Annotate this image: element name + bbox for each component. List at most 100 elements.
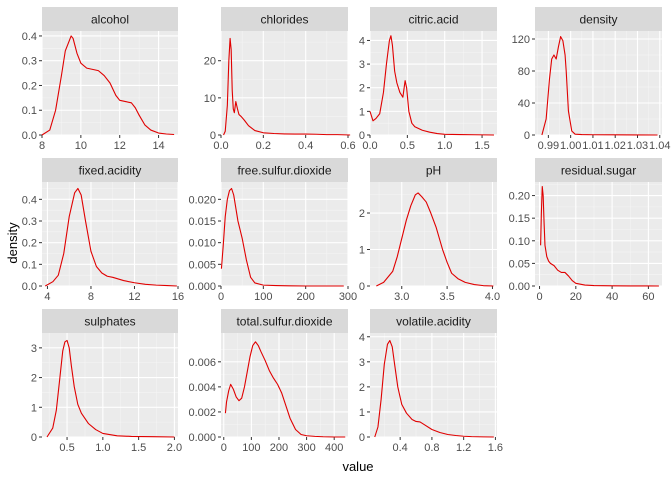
x-tick-label: 0.4 xyxy=(393,442,408,454)
x-tick-label: 4 xyxy=(44,291,50,303)
x-tick-label: 0 xyxy=(536,291,542,303)
panel-bg-citric-acid xyxy=(370,31,497,135)
x-tick-label: 400 xyxy=(325,442,343,454)
density-line-volatile-acidity xyxy=(374,339,494,438)
x-tick-label: 1.2 xyxy=(456,442,471,454)
x-tick-label: 16 xyxy=(172,291,184,303)
facet-alcohol: alcohol 8 10 12 14 0.0 0.1 0.2 0.3 0.4 xyxy=(22,7,178,152)
density-line-total-sulfur-dioxide xyxy=(224,341,346,438)
y-tick-label: 120 xyxy=(512,34,530,46)
y-tick-label: 3 xyxy=(31,343,37,355)
y-tick-label: 0.010 xyxy=(188,238,216,250)
y-tick-label: 0.000 xyxy=(188,281,216,293)
y-tick-label: 0.15 xyxy=(509,213,530,225)
strip-label-ph: pH xyxy=(426,164,441,178)
strip-alcohol xyxy=(42,7,178,31)
y-tick-label: 80 xyxy=(518,66,530,78)
y-tick-label: 0 xyxy=(359,432,365,444)
y-tick-label: 0 xyxy=(524,130,530,142)
y-tick-label: 1 xyxy=(359,106,365,118)
facet-volatile-acidity: volatile.acidity 0.4 0.8 1.2 1.6 0 1 2 3 4 xyxy=(359,309,503,454)
x-tick-label: 0.2 xyxy=(256,140,271,152)
x-tick-label: 1.01 xyxy=(582,140,603,152)
y-tick-label: 0.015 xyxy=(188,216,216,228)
panel-bg-total-sulfur-dioxide xyxy=(221,333,348,437)
strip-label-volatile-acidity: volatile.acidity xyxy=(396,315,471,329)
y-tick-label: 0.0 xyxy=(22,281,37,293)
x-tick-label: 12 xyxy=(128,291,140,303)
strip-fixed-acidity xyxy=(42,158,178,182)
y-tick-label: 0.3 xyxy=(22,216,37,228)
y-tick-label: 1 xyxy=(31,402,37,414)
y-tick-label: 0 xyxy=(31,432,37,444)
x-tick-label: 100 xyxy=(254,291,272,303)
x-tick-label: 0.6 xyxy=(340,140,355,152)
x-tick-label: 1.6 xyxy=(488,442,503,454)
y-tick-label: 1 xyxy=(359,245,365,257)
x-tick-label: 0 xyxy=(221,442,227,454)
y-tick-label: 0 xyxy=(359,130,365,142)
y-tick-label: 0.005 xyxy=(188,259,216,271)
x-tick-label: 8 xyxy=(88,291,94,303)
strip-sulphates xyxy=(42,309,178,333)
panel-bg-residual-sugar xyxy=(535,182,662,286)
panel-bg-sulphates xyxy=(42,333,178,437)
x-tick-label: 0.4 xyxy=(298,140,313,152)
strip-density xyxy=(535,7,662,31)
y-tick-label: 3 xyxy=(359,59,365,71)
panel-bg-volatile-acidity xyxy=(370,333,497,437)
strip-label-free-sulfur-dioxide: free.sulfur.dioxide xyxy=(237,164,331,178)
strip-volatile-acidity xyxy=(370,309,497,333)
x-tick-label: 0 xyxy=(218,291,224,303)
facet-residual-sugar: residual.sugar 0 20 40 60 0.00 0.05 0.10 0.15 0.2… xyxy=(509,158,662,303)
y-tick-label: 0.002 xyxy=(188,407,216,419)
x-tick-label: 0.99 xyxy=(538,140,559,152)
facet-fixed-acidity: fixed.acidity 4 8 12 16 0.0 0.1 0.2 0.3 0.4 xyxy=(22,158,184,303)
x-tick-label: 60 xyxy=(642,291,654,303)
x-tick-label: 3.0 xyxy=(394,291,409,303)
y-tick-label: 2 xyxy=(359,382,365,394)
y-tick-label: 0.00 xyxy=(509,281,530,293)
y-tick-label: 10 xyxy=(204,93,216,105)
panel-bg-density xyxy=(535,31,662,135)
x-tick-label: 200 xyxy=(296,291,314,303)
density-line-alcohol xyxy=(41,35,175,136)
y-tick-label: 40 xyxy=(518,98,530,110)
x-tick-label: 0.0 xyxy=(362,140,377,152)
strip-residual-sugar xyxy=(535,158,662,182)
y-tick-label: 0.2 xyxy=(22,238,37,250)
y-tick-label: 0.004 xyxy=(188,382,216,394)
strip-label-citric-acid: citric.acid xyxy=(408,13,458,27)
strip-total-sulfur-dioxide xyxy=(221,309,348,333)
y-tick-label: 0.05 xyxy=(509,258,530,270)
strip-chlorides xyxy=(221,7,348,31)
x-tick-label: 1.5 xyxy=(474,140,489,152)
y-tick-label: 0.0 xyxy=(22,130,37,142)
y-tick-label: 1 xyxy=(359,407,365,419)
strip-ph xyxy=(370,158,497,182)
density-line-free-sulfur-dioxide xyxy=(220,187,344,287)
x-tick-label: 0.5 xyxy=(59,442,74,454)
x-tick-label: 1.02 xyxy=(604,140,625,152)
facet-free-sulfur-dioxide: free.sulfur.dioxide 0 100 200 300 0.000 0.005 0… xyxy=(188,158,357,303)
y-tick-label: 3 xyxy=(359,357,365,369)
facet-chlorides: chlorides 0.0 0.2 0.4 0.6 0 10 20 xyxy=(204,7,356,152)
density-line-ph xyxy=(376,192,494,287)
panel-bg-fixed-acidity xyxy=(42,182,178,286)
density-line-density xyxy=(541,36,658,136)
y-tick-label: 0.4 xyxy=(22,194,37,206)
x-tick-label: 300 xyxy=(339,291,357,303)
strip-label-fixed-acidity: fixed.acidity xyxy=(79,164,142,178)
x-tick-label: 1.5 xyxy=(131,442,146,454)
y-tick-label: 0.1 xyxy=(22,259,37,271)
strip-label-density: density xyxy=(579,13,617,27)
y-tick-label: 0.3 xyxy=(22,56,37,68)
y-tick-label: 0.10 xyxy=(509,236,530,248)
y-tick-label: 0.20 xyxy=(509,191,530,203)
x-tick-label: 20 xyxy=(570,291,582,303)
x-tick-label: 1.00 xyxy=(560,140,581,152)
x-tick-label: 0.0 xyxy=(213,140,228,152)
x-axis-title: value xyxy=(342,459,373,474)
y-tick-label: 0.2 xyxy=(22,80,37,92)
